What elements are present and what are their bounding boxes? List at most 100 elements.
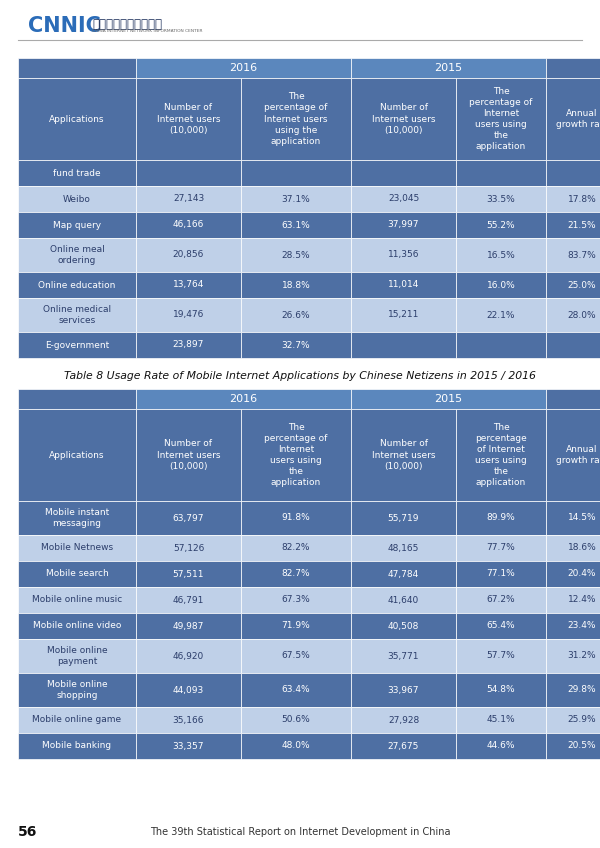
Text: Mobile online music: Mobile online music (32, 595, 122, 605)
Bar (18, 561, 136, 587)
Bar (18, 58, 136, 78)
Text: 82.2%: 82.2% (282, 544, 310, 553)
Text: The
percentage of
Internet
users using
the
application: The percentage of Internet users using t… (469, 86, 533, 151)
Text: 40,508: 40,508 (388, 622, 419, 631)
Text: 50.6%: 50.6% (281, 716, 310, 724)
Bar (546, 272, 600, 298)
Text: 57,126: 57,126 (173, 544, 204, 553)
Text: 33.5%: 33.5% (487, 194, 515, 204)
Bar (18, 298, 136, 332)
Bar (546, 639, 600, 673)
Text: Mobile online game: Mobile online game (32, 716, 122, 724)
Text: 67.5%: 67.5% (281, 651, 310, 661)
Bar (456, 298, 546, 332)
Bar (351, 389, 546, 409)
Text: 33,967: 33,967 (388, 685, 419, 695)
Bar (351, 673, 456, 707)
Bar (456, 613, 546, 639)
Bar (456, 238, 546, 272)
Bar (456, 561, 546, 587)
Text: 2016: 2016 (229, 63, 257, 73)
Text: 54.8%: 54.8% (487, 685, 515, 695)
Bar (241, 707, 351, 733)
Bar (18, 332, 136, 358)
Bar (351, 58, 546, 78)
Bar (351, 298, 456, 332)
Bar (241, 535, 351, 561)
Text: Mobile online video: Mobile online video (33, 622, 121, 631)
Text: 91.8%: 91.8% (281, 514, 310, 522)
Bar (136, 587, 241, 613)
Text: 63,797: 63,797 (173, 514, 204, 522)
Text: Mobile online
payment: Mobile online payment (47, 646, 107, 666)
Text: 19,476: 19,476 (173, 310, 204, 320)
Bar (351, 78, 456, 160)
Bar (18, 78, 136, 160)
Text: 33,357: 33,357 (173, 741, 204, 750)
Text: 55.2%: 55.2% (487, 220, 515, 230)
Text: 23.4%: 23.4% (568, 622, 596, 631)
Bar (18, 501, 136, 535)
Bar (18, 272, 136, 298)
Text: 25.0%: 25.0% (568, 281, 596, 289)
Bar (136, 409, 241, 501)
Text: Applications: Applications (49, 450, 105, 460)
Text: Applications: Applications (49, 114, 105, 124)
Bar (546, 160, 600, 186)
Bar (241, 733, 351, 759)
Text: 48,165: 48,165 (388, 544, 419, 553)
Text: Table 8 Usage Rate of Mobile Internet Applications by Chinese Netizens in 2015 /: Table 8 Usage Rate of Mobile Internet Ap… (64, 371, 536, 381)
Text: 57.7%: 57.7% (487, 651, 515, 661)
Bar (546, 561, 600, 587)
Bar (136, 238, 241, 272)
Bar (18, 409, 136, 501)
Bar (546, 78, 600, 160)
Bar (136, 298, 241, 332)
Bar (546, 613, 600, 639)
Bar (351, 272, 456, 298)
Text: 16.5%: 16.5% (487, 250, 515, 259)
Bar (241, 409, 351, 501)
Text: 16.0%: 16.0% (487, 281, 515, 289)
Text: 57,511: 57,511 (173, 570, 204, 578)
Text: Online education: Online education (38, 281, 116, 289)
Bar (351, 613, 456, 639)
Text: 67.3%: 67.3% (281, 595, 310, 605)
Bar (136, 58, 351, 78)
Bar (241, 613, 351, 639)
Text: The
percentage of
Internet users
using the
application: The percentage of Internet users using t… (264, 92, 328, 146)
Text: 12.4%: 12.4% (568, 595, 596, 605)
Bar (136, 272, 241, 298)
Text: 89.9%: 89.9% (487, 514, 515, 522)
Text: 27,928: 27,928 (388, 716, 419, 724)
Bar (136, 673, 241, 707)
Bar (241, 673, 351, 707)
Text: 中国互联网络信息中心: 中国互联网络信息中心 (92, 18, 162, 31)
Text: 49,987: 49,987 (173, 622, 204, 631)
Bar (18, 535, 136, 561)
Text: 26.6%: 26.6% (281, 310, 310, 320)
Bar (241, 587, 351, 613)
Bar (136, 212, 241, 238)
Bar (241, 238, 351, 272)
Text: 2015: 2015 (434, 63, 463, 73)
Bar (18, 639, 136, 673)
Bar (456, 673, 546, 707)
Bar (546, 58, 600, 78)
Text: 11,014: 11,014 (388, 281, 419, 289)
Text: 63.1%: 63.1% (281, 220, 310, 230)
Text: 15,211: 15,211 (388, 310, 419, 320)
Bar (456, 272, 546, 298)
Text: 77.1%: 77.1% (487, 570, 515, 578)
Bar (351, 160, 456, 186)
Bar (456, 78, 546, 160)
Text: The
percentage of
Internet
users using
the
application: The percentage of Internet users using t… (265, 423, 328, 488)
Text: CNNIC: CNNIC (28, 16, 101, 36)
Bar (136, 501, 241, 535)
Text: 48.0%: 48.0% (281, 741, 310, 750)
Text: 31.2%: 31.2% (568, 651, 596, 661)
Text: Annual
growth rate: Annual growth rate (556, 445, 600, 465)
Bar (18, 212, 136, 238)
Text: 35,166: 35,166 (173, 716, 204, 724)
Bar (546, 673, 600, 707)
